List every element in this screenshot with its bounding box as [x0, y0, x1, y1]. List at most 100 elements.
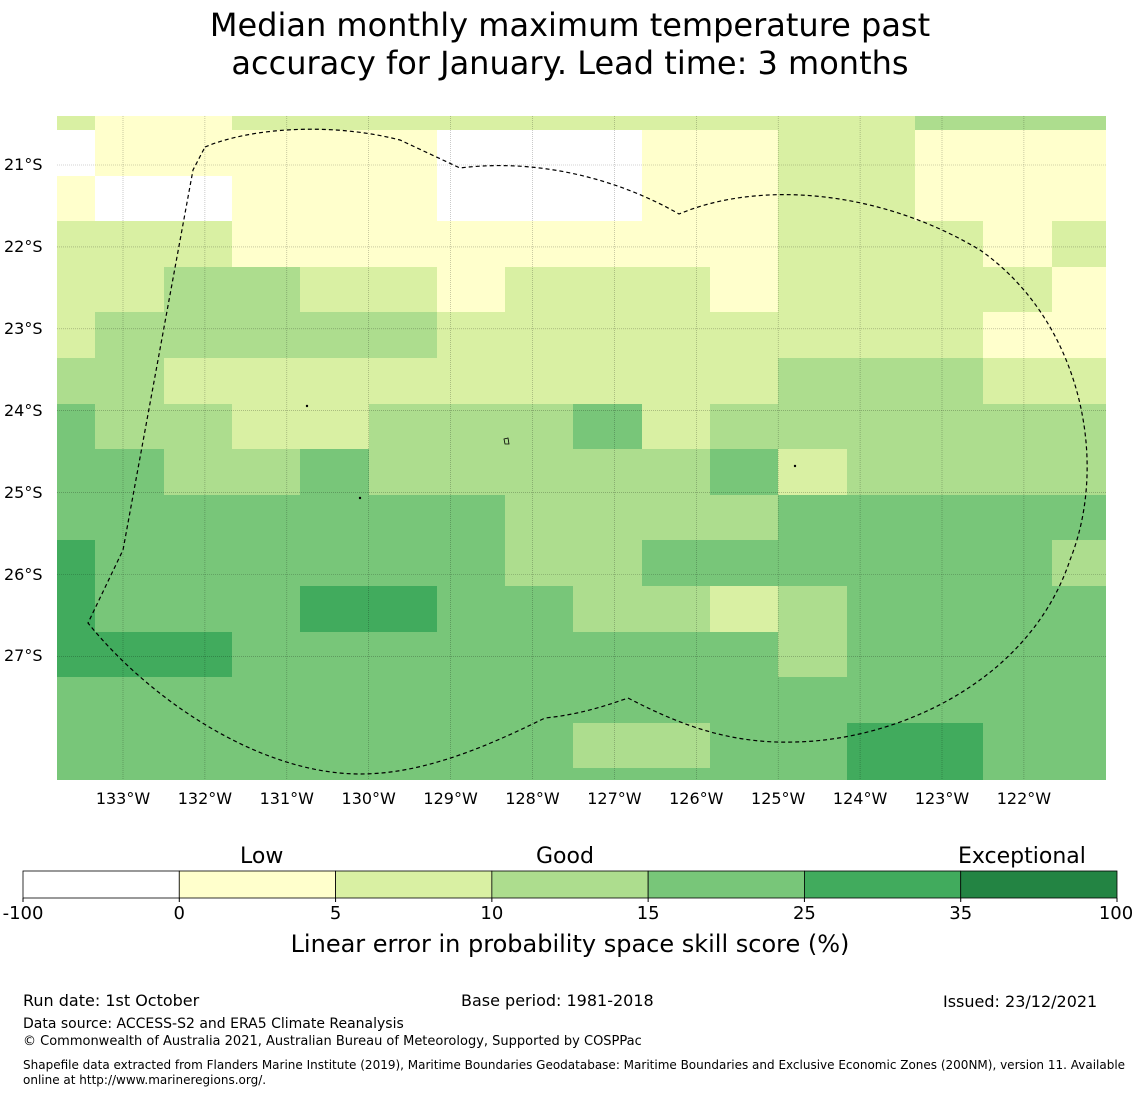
skill-cell: [847, 768, 915, 780]
skill-cell: [1052, 358, 1106, 404]
skill-cell: [232, 495, 300, 540]
longitude-label: 127°W: [587, 789, 642, 808]
skill-cell: [983, 176, 1052, 221]
skill-cell: [710, 768, 778, 780]
skill-cell: [369, 586, 437, 632]
skill-cell: [95, 723, 164, 768]
skill-cell: [164, 540, 232, 586]
skill-cell: [164, 723, 232, 768]
skill-cell: [573, 130, 642, 176]
skill-cell: [437, 768, 505, 780]
colorbar-tick-label: -100: [2, 903, 44, 924]
skill-cell: [95, 495, 164, 540]
skill-cell: [369, 404, 437, 449]
skill-cell: [983, 586, 1052, 632]
skill-cell: [642, 586, 710, 632]
skill-cell: [573, 768, 642, 780]
skill-cell: [95, 632, 164, 677]
skill-cell: [847, 723, 915, 768]
skill-cell: [710, 130, 778, 176]
longitude-label: 123°W: [914, 789, 970, 808]
skill-cell: [369, 267, 437, 312]
skill-cell: [847, 116, 915, 130]
colorbar-tick-label: 5: [329, 903, 342, 924]
skill-cell: [437, 677, 505, 723]
latitude-label: 23°S: [4, 318, 43, 338]
skill-cell: [778, 176, 847, 221]
skill-cell: [915, 116, 983, 130]
skill-cell: [1052, 723, 1106, 768]
skill-cell: [437, 312, 505, 358]
copyright: © Commonwealth of Australia 2021, Austra…: [23, 1034, 642, 1049]
skill-cell: [164, 586, 232, 632]
skill-cell: [57, 221, 95, 267]
skill-cell: [778, 677, 847, 723]
skill-cell: [437, 540, 505, 586]
skill-cell: [505, 404, 573, 449]
skill-cell: [232, 312, 300, 358]
skill-cell: [642, 221, 710, 267]
skill-cell: [164, 449, 232, 495]
island-outline: [503, 437, 510, 445]
skill-cell: [300, 586, 369, 632]
island-marker: [793, 464, 797, 468]
skill-cell: [1052, 221, 1106, 267]
longitude-label: 131°W: [259, 789, 314, 808]
colorbar: [22, 870, 1118, 902]
skill-cell: [710, 632, 778, 677]
colorbar-segment: [491, 870, 649, 899]
skill-cell: [778, 130, 847, 176]
skill-cell: [1052, 449, 1106, 495]
run-date: Run date: 1st October: [23, 991, 200, 1010]
skill-cell: [164, 116, 232, 130]
skill-cell: [915, 130, 983, 176]
skill-cell: [57, 768, 95, 780]
latitude-label: 21°S: [4, 155, 43, 174]
skill-cell: [505, 768, 573, 780]
skill-cell: [1052, 312, 1106, 358]
skill-cell: [847, 130, 915, 176]
skill-cell: [915, 540, 983, 586]
skill-cell: [778, 632, 847, 677]
skill-cell: [95, 267, 164, 312]
skill-cell: [1052, 176, 1106, 221]
skill-cell: [710, 404, 778, 449]
skill-cell: [232, 540, 300, 586]
skill-cell: [164, 358, 232, 404]
longitude-label: 133°W: [95, 789, 151, 808]
skill-cell: [437, 404, 505, 449]
skill-cell: [164, 221, 232, 267]
skill-cell: [778, 495, 847, 540]
skill-cell: [915, 267, 983, 312]
skill-cell: [710, 495, 778, 540]
skill-cell: [164, 312, 232, 358]
skill-cell: [300, 768, 369, 780]
skill-cell: [778, 586, 847, 632]
skill-cell: [57, 176, 95, 221]
skill-cell: [95, 221, 164, 267]
skill-cell: [573, 632, 642, 677]
skill-cell: [57, 540, 95, 586]
skill-cell: [983, 449, 1052, 495]
skill-cell: [1052, 586, 1106, 632]
skill-cell: [95, 677, 164, 723]
skill-grid: [57, 116, 1106, 780]
skill-cell: [915, 768, 983, 780]
skill-cell: [710, 267, 778, 312]
skill-cell: [437, 116, 505, 130]
skill-cell: [847, 449, 915, 495]
skill-cell: [57, 495, 95, 540]
skill-cell: [847, 358, 915, 404]
skill-cell: [915, 632, 983, 677]
skill-cell: [369, 221, 437, 267]
shapefile-credit: Shapefile data extracted from Flanders M…: [23, 1058, 1126, 1087]
skill-cell: [232, 221, 300, 267]
islands: [305, 404, 797, 500]
skill-cell: [369, 176, 437, 221]
skill-cell: [164, 176, 232, 221]
skill-cell: [369, 312, 437, 358]
skill-cell: [847, 312, 915, 358]
skill-cell: [847, 404, 915, 449]
skill-cell: [778, 449, 847, 495]
skill-cell: [642, 358, 710, 404]
